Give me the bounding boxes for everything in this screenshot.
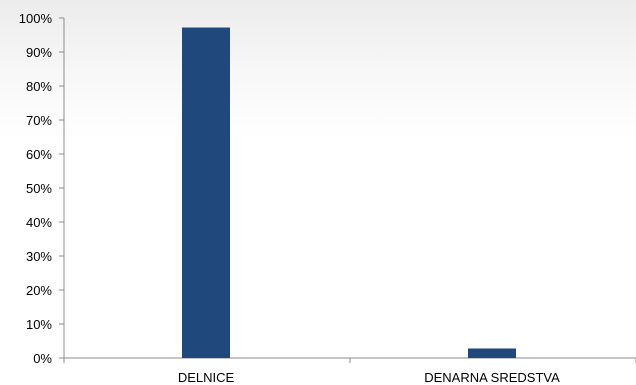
y-tick-label: 60% [26,147,52,162]
y-tick-label: 10% [26,317,52,332]
x-category-label: DENARNA SREDSTVA [424,370,560,385]
y-tick-label: 50% [26,181,52,196]
y-tick-label: 70% [26,113,52,128]
y-tick-label: 80% [26,79,52,94]
y-tick-label: 40% [26,215,52,230]
bar-delnice [182,27,230,359]
x-category-label: DELNICE [178,370,235,385]
y-axis-ticks: 0% 10% 20% 30% 40% 50% 60% 70% 80% 90% 100% [19,11,64,366]
y-tick-label: 30% [26,249,52,264]
y-tick-label: 90% [26,45,52,60]
bar-denarna-sredstva [468,348,516,358]
bars [182,27,516,359]
y-tick-label: 20% [26,283,52,298]
y-tick-label: 0% [33,351,52,366]
axes [63,18,636,363]
y-tick-label: 100% [19,11,53,26]
x-axis-labels: DELNICE DENARNA SREDSTVA [178,370,560,385]
